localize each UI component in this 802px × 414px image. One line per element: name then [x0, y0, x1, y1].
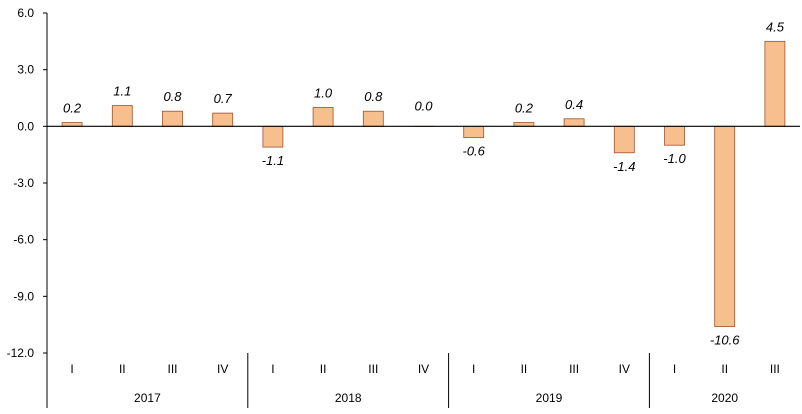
- data-label: -1.0: [663, 151, 686, 166]
- quarter-label: III: [569, 362, 579, 376]
- data-label: 0.7: [214, 91, 233, 106]
- y-tick-label: 3.0: [17, 63, 34, 77]
- y-axis: 6.0 3.0 0.0 -3.0 -6.0 -9.0 -12.0: [7, 6, 47, 408]
- quarter-label: IV: [418, 362, 429, 376]
- quarter-label: IV: [217, 362, 228, 376]
- quarter-label: II: [119, 362, 126, 376]
- quarter-label: I: [673, 362, 676, 376]
- quarter-label: I: [70, 362, 73, 376]
- data-label: 1.1: [113, 84, 131, 99]
- bar: [715, 126, 735, 326]
- bars-group: [62, 41, 785, 326]
- y-tick-label: -12.0: [7, 346, 35, 360]
- data-label: -1.4: [613, 159, 635, 174]
- bar: [112, 106, 132, 127]
- bar: [665, 126, 685, 145]
- bar: [163, 111, 183, 126]
- data-label: -0.6: [462, 144, 485, 159]
- year-label: 2020: [711, 391, 738, 405]
- quarter-label: II: [320, 362, 327, 376]
- data-label: -10.6: [710, 333, 740, 348]
- quarter-label: I: [472, 362, 475, 376]
- data-label: 4.5: [766, 19, 785, 34]
- data-label: 1.0: [314, 85, 333, 100]
- data-label: 0.8: [364, 89, 383, 104]
- data-label: 0.4: [565, 97, 583, 112]
- y-tick-label: 6.0: [17, 6, 34, 20]
- bar: [765, 41, 785, 126]
- quarter-label: III: [368, 362, 378, 376]
- data-label: -1.1: [262, 153, 284, 168]
- quarter-label: III: [770, 362, 780, 376]
- data-label: 0.2: [515, 101, 534, 116]
- data-label: 0.0: [414, 98, 433, 113]
- bar: [464, 126, 484, 137]
- year-label: 2018: [335, 391, 362, 405]
- year-label: 2019: [536, 391, 563, 405]
- data-labels-group: 0.2 1.1 0.8 0.7 -1.1 1.0 0.8 0.0 -0.6 0.2 0.4 -1.4 -…: [63, 19, 785, 347]
- bar: [263, 126, 283, 147]
- bar: [213, 113, 233, 126]
- y-tick-label: -6.0: [13, 233, 34, 247]
- quarter-label: III: [167, 362, 177, 376]
- data-label: 0.2: [63, 101, 82, 116]
- quarter-label: II: [721, 362, 728, 376]
- quarter-label: IV: [619, 362, 630, 376]
- bar: [363, 111, 383, 126]
- y-tick-label: -3.0: [13, 176, 34, 190]
- quarter-label: II: [521, 362, 528, 376]
- y-tick-label: -9.0: [13, 289, 34, 303]
- data-label: 0.8: [163, 89, 182, 104]
- quarter-label: I: [271, 362, 274, 376]
- bar: [313, 107, 333, 126]
- y-tick-label: 0.0: [17, 119, 34, 133]
- bar: [564, 119, 584, 127]
- bar: [614, 126, 634, 152]
- year-label: 2017: [134, 391, 161, 405]
